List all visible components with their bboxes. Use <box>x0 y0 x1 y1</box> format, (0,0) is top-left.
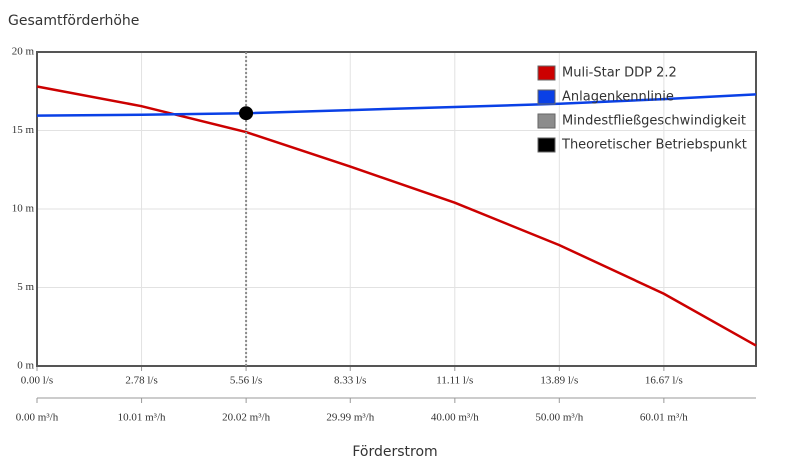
legend-label: Anlagenkennlinie <box>562 90 674 105</box>
plot-border <box>36 51 757 367</box>
y-tick-label: 15 m <box>12 124 35 136</box>
x-tick-label: 8.33 l/s <box>334 375 366 387</box>
x2-tick-label: 40.00 m³/h <box>431 412 479 424</box>
x-tick-label: 2.78 l/s <box>125 375 157 387</box>
legend-label: Mindestfließgeschwindigkeit <box>562 114 746 129</box>
chart-title: Gesamtförderhöhe <box>8 13 139 29</box>
legend-swatch <box>537 137 556 153</box>
x2-tick-label: 20.02 m³/h <box>222 412 270 424</box>
y-tick-label: 10 m <box>12 203 35 215</box>
series-line <box>36 93 757 117</box>
series-line <box>36 85 757 347</box>
legend-swatch <box>537 65 556 81</box>
y-tick-label: 5 m <box>17 281 34 293</box>
x2-tick-label: 29.99 m³/h <box>326 412 374 424</box>
x-tick-label: 0.00 l/s <box>21 375 53 387</box>
x-tick-label: 16.67 l/s <box>645 375 683 387</box>
legend-label: Muli-Star DDP 2.2 <box>562 66 677 81</box>
x-tick-label: 11.11 l/s <box>436 375 473 387</box>
x-tick-label: 13.89 l/s <box>540 375 578 387</box>
x-axis-title: Förderstrom <box>352 444 437 460</box>
x2-tick-label: 50.00 m³/h <box>535 412 583 424</box>
x2-tick-label: 60.01 m³/h <box>640 412 688 424</box>
y-tick-label: 0 m <box>17 360 34 372</box>
x-tick-label: 5.56 l/s <box>230 375 262 387</box>
legend-swatch <box>537 89 556 105</box>
y-tick-label: 20 m <box>12 46 35 58</box>
x2-tick-label: 0.00 m³/h <box>16 412 59 424</box>
legend-swatch <box>537 113 556 129</box>
point <box>239 106 254 121</box>
legend-label: Theoretischer Betriebspunkt <box>561 138 747 153</box>
x2-tick-label: 10.01 m³/h <box>118 412 166 424</box>
